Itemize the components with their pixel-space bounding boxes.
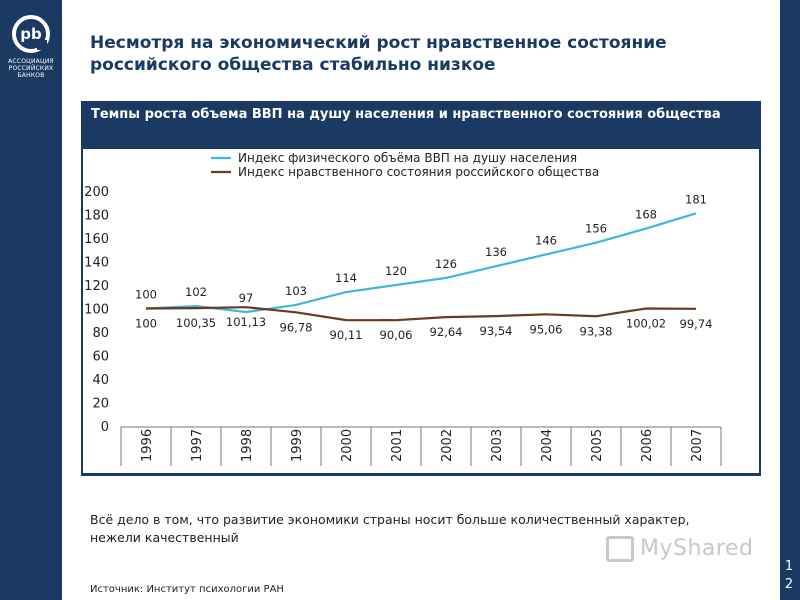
moral-data-label: 101,13: [226, 315, 266, 329]
x-tick-label: 1997: [190, 429, 205, 462]
y-tick-label: 120: [84, 279, 109, 294]
x-tick-label: 1998: [240, 429, 255, 462]
x-tick-label: 1996: [140, 429, 155, 462]
gdp-data-label: 126: [435, 257, 457, 271]
svg-text:pb: pb: [20, 25, 42, 43]
y-tick-label: 140: [84, 256, 109, 271]
x-tick-label: 1999: [290, 429, 305, 462]
y-tick-label: 160: [84, 232, 109, 247]
moral-data-label: 96,78: [280, 320, 313, 334]
y-tick-label: 180: [84, 209, 109, 224]
right-sidebar: 1 2: [780, 0, 800, 600]
gdp-data-label: 120: [385, 264, 407, 278]
moral-data-label: 90,06: [380, 328, 413, 342]
y-tick-label: 60: [92, 350, 109, 365]
x-tick-label: 2004: [540, 429, 555, 462]
moral-data-label: 100,02: [626, 316, 666, 330]
page-number: 1 2: [782, 558, 796, 594]
page-number-digit: 2: [784, 577, 794, 592]
gdp-data-label: 103: [285, 284, 307, 298]
x-tick-label: 2001: [390, 429, 405, 462]
legend-label: Индекс нравственного состояния российско…: [238, 165, 599, 179]
logo: pb АССОЦИАЦИЯ РОССИЙСКИХ БАНКОВ: [4, 14, 58, 79]
y-tick-label: 0: [101, 420, 109, 435]
gdp-data-label: 156: [585, 222, 607, 236]
gdp-series-line: [145, 212, 697, 314]
x-tick-label: 2007: [690, 429, 705, 462]
logo-text: АССОЦИАЦИЯ РОССИЙСКИХ БАНКОВ: [4, 58, 58, 79]
slide-title: Несмотря на экономический рост нравствен…: [90, 33, 667, 75]
moral-data-label: 90,11: [330, 328, 363, 342]
note-text: Всё дело в том, что развитие экономики с…: [90, 512, 690, 545]
logo-line: БАНКОВ: [17, 72, 45, 79]
gdp-data-label: 97: [239, 291, 254, 305]
y-tick-label: 100: [84, 303, 109, 318]
x-tick-label: 2000: [340, 429, 355, 462]
page-number-digit: 1: [784, 559, 794, 574]
gdp-data-label: 136: [485, 245, 507, 259]
left-sidebar: pb АССОЦИАЦИЯ РОССИЙСКИХ БАНКОВ: [0, 0, 62, 600]
x-tick-label: 2005: [590, 429, 605, 462]
moral-data-label: 95,06: [530, 322, 563, 336]
moral-data-label: 93,38: [580, 324, 613, 338]
source-text: Источник: Институт психологии РАН: [90, 584, 284, 595]
logo-mark-icon: pb: [12, 15, 50, 53]
moral-data-label: 99,74: [680, 317, 713, 331]
gdp-data-label: 114: [335, 271, 357, 285]
moral-data-label: 92,64: [430, 325, 463, 339]
chart-plot-area: [83, 149, 759, 473]
y-tick-label: 40: [92, 373, 109, 388]
chart-title: Темпы роста объема ВВП на душу населения…: [91, 107, 721, 122]
gdp-data-label: 168: [635, 208, 657, 222]
x-tick-label: 2006: [640, 429, 655, 462]
y-tick-label: 20: [92, 397, 109, 412]
chart-panel: Темпы роста объема ВВП на душу населения…: [81, 101, 761, 476]
gdp-data-label: 146: [535, 233, 557, 247]
moral-series-line: [145, 306, 697, 322]
y-tick-label: 200: [84, 185, 109, 200]
x-tick-label: 2002: [440, 429, 455, 462]
logo-line: РОССИЙСКИХ: [8, 65, 54, 72]
watermark-icon: [606, 536, 634, 562]
x-tick-label: 2003: [490, 429, 505, 462]
watermark-text: MyShared: [640, 536, 754, 561]
legend-label: Индекс физического объёма ВВП на душу на…: [238, 151, 577, 165]
gdp-data-label: 181: [685, 192, 707, 206]
gdp-data-label: 102: [185, 285, 207, 299]
logo-line: АССОЦИАЦИЯ: [8, 58, 54, 65]
watermark: MyShared: [606, 536, 753, 562]
moral-data-label: 100,35: [176, 316, 216, 330]
gdp-data-label: 100: [135, 288, 157, 302]
y-tick-label: 80: [92, 326, 109, 341]
line-chart: 0 20 40 60 80 100 120 140 160 180 200 1996 1997 1998 1…: [84, 151, 722, 466]
moral-data-label: 100: [135, 317, 157, 331]
moral-data-label: 93,54: [480, 324, 513, 338]
